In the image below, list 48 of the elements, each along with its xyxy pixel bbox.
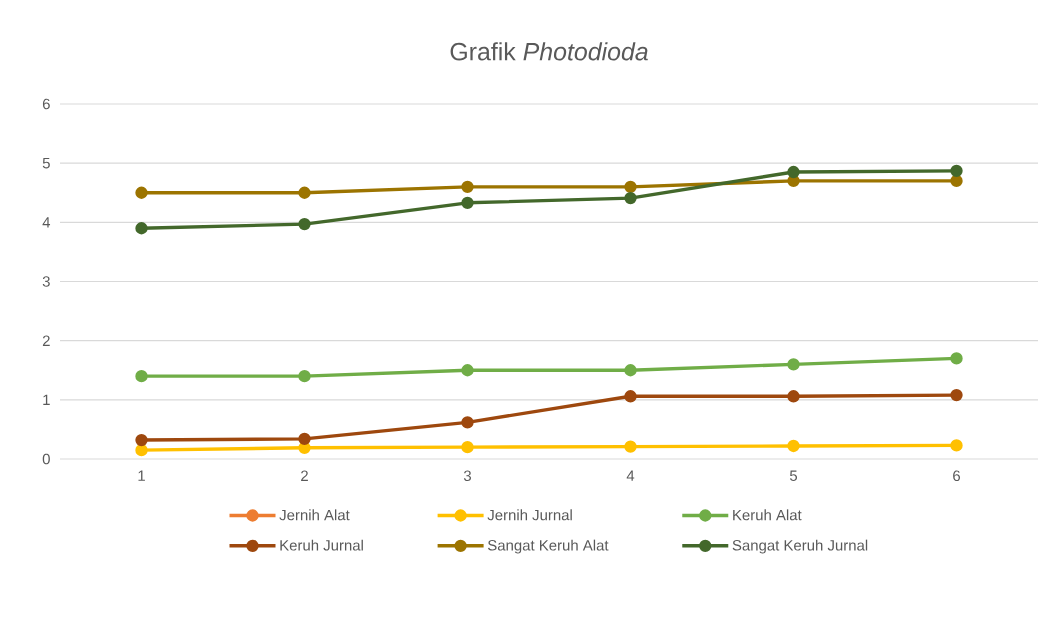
point bbox=[135, 443, 148, 457]
point bbox=[787, 390, 800, 403]
point bbox=[135, 433, 148, 447]
y-tick-label: 6 bbox=[42, 98, 50, 110]
point bbox=[461, 364, 474, 377]
legend-label: Sangat Keruh Jurnal bbox=[732, 539, 868, 554]
y-tick-label: 3 bbox=[42, 276, 50, 287]
point bbox=[298, 217, 311, 231]
point bbox=[624, 191, 637, 205]
point bbox=[298, 186, 311, 199]
y-tick-label: 5 bbox=[42, 157, 50, 169]
legend-label: Jernih Jurnal bbox=[487, 509, 572, 521]
legend-label: Sangat Keruh Alat bbox=[487, 539, 609, 554]
y-tick-label: 4 bbox=[42, 217, 51, 228]
point bbox=[461, 196, 474, 209]
point bbox=[461, 416, 474, 429]
x-tick-label: 4 bbox=[626, 470, 635, 481]
legend-label: Jernih Alat bbox=[279, 509, 350, 521]
point bbox=[461, 180, 474, 194]
point bbox=[787, 439, 800, 453]
x-tick-label: 2 bbox=[301, 470, 308, 481]
legend-label: Keruh Jurnal bbox=[280, 539, 363, 551]
point bbox=[298, 369, 311, 383]
point bbox=[787, 165, 800, 179]
point bbox=[461, 440, 474, 454]
y-tick-label: 0 bbox=[42, 453, 50, 465]
legend-label: Keruh Alat bbox=[733, 509, 802, 521]
point bbox=[950, 174, 963, 188]
y-tick-label: 1 bbox=[43, 394, 50, 405]
point bbox=[950, 352, 963, 365]
point bbox=[624, 364, 637, 377]
point bbox=[624, 440, 637, 453]
point bbox=[950, 164, 963, 178]
point bbox=[135, 369, 148, 383]
point bbox=[624, 390, 637, 403]
point bbox=[135, 186, 148, 199]
point bbox=[135, 222, 148, 235]
chart-title: Grafik Photodioda bbox=[450, 42, 648, 61]
point bbox=[950, 439, 963, 452]
y-tick-label: 2 bbox=[42, 335, 50, 346]
x-tick-label: 5 bbox=[789, 470, 798, 481]
point bbox=[787, 358, 800, 371]
point bbox=[298, 432, 311, 446]
x-tick-label: 6 bbox=[953, 470, 961, 482]
x-tick-label: 1 bbox=[138, 470, 145, 481]
x-tick-label: 3 bbox=[463, 470, 472, 482]
point bbox=[624, 180, 637, 194]
point bbox=[950, 388, 963, 402]
